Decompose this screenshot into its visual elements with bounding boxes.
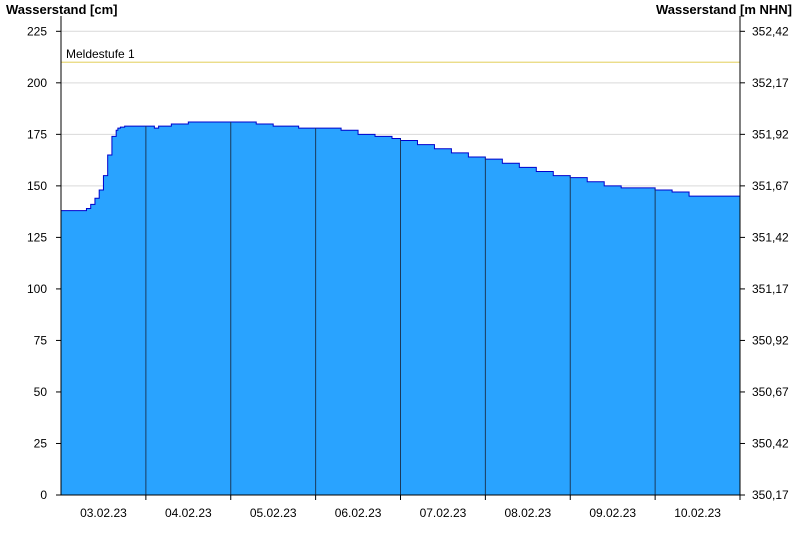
x-tick-label: 06.02.23 (335, 506, 382, 520)
left-tick-label: 50 (34, 385, 48, 399)
plot-area (61, 121, 741, 495)
x-tick-label: 07.02.23 (420, 506, 467, 520)
meldestufe-label: Meldestufe 1 (66, 47, 135, 61)
x-tick-label: 05.02.23 (250, 506, 297, 520)
left-tick-label: 150 (27, 179, 47, 193)
right-tick-label: 350,42 (752, 436, 789, 450)
x-tick-label: 08.02.23 (504, 506, 551, 520)
right-tick-label: 351,42 (752, 230, 789, 244)
left-tick-label: 0 (40, 488, 47, 502)
left-tick-label: 225 (27, 24, 47, 38)
right-tick-label: 350,92 (752, 333, 789, 347)
left-axis-title: Wasserstand [cm] (6, 2, 118, 17)
x-tick-label: 09.02.23 (589, 506, 636, 520)
x-tick-label: 04.02.23 (165, 506, 212, 520)
left-tick-label: 175 (27, 127, 47, 141)
left-tick-label: 100 (27, 282, 47, 296)
left-tick-label: 200 (27, 76, 47, 90)
water-level-line (61, 121, 741, 212)
right-tick-label: 350,17 (752, 488, 789, 502)
right-tick-label: 351,67 (752, 179, 789, 193)
x-tick-label: 10.02.23 (674, 506, 721, 520)
left-tick-label: 125 (27, 230, 47, 244)
right-tick-label: 352,17 (752, 76, 789, 90)
axes: 0 350,17 25 350,42 50 350,67 75 350,92 100 351,17… (27, 16, 789, 520)
left-tick-label: 75 (34, 333, 48, 347)
x-tick-label: 03.02.23 (80, 506, 127, 520)
right-tick-label: 351,92 (752, 127, 789, 141)
left-tick-label: 25 (34, 436, 48, 450)
right-axis-title: Wasserstand [m NHN] (656, 2, 792, 17)
right-tick-label: 351,17 (752, 282, 789, 296)
right-tick-label: 352,42 (752, 24, 789, 38)
right-tick-label: 350,67 (752, 385, 789, 399)
reference-line-group: Meldestufe 1 (61, 47, 740, 63)
